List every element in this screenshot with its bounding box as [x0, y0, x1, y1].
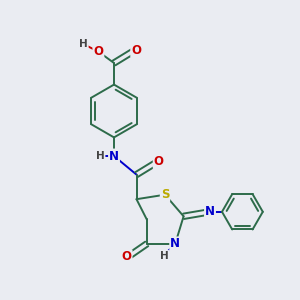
Text: O: O [154, 155, 164, 168]
Text: O: O [93, 45, 103, 58]
Text: H: H [160, 251, 169, 261]
Text: N: N [170, 237, 180, 250]
Text: N: N [109, 149, 119, 163]
Text: H: H [79, 39, 88, 49]
Text: N: N [205, 205, 215, 218]
Text: H: H [96, 151, 105, 161]
Text: O: O [131, 44, 141, 57]
Text: S: S [161, 188, 169, 201]
Text: O: O [122, 250, 132, 263]
